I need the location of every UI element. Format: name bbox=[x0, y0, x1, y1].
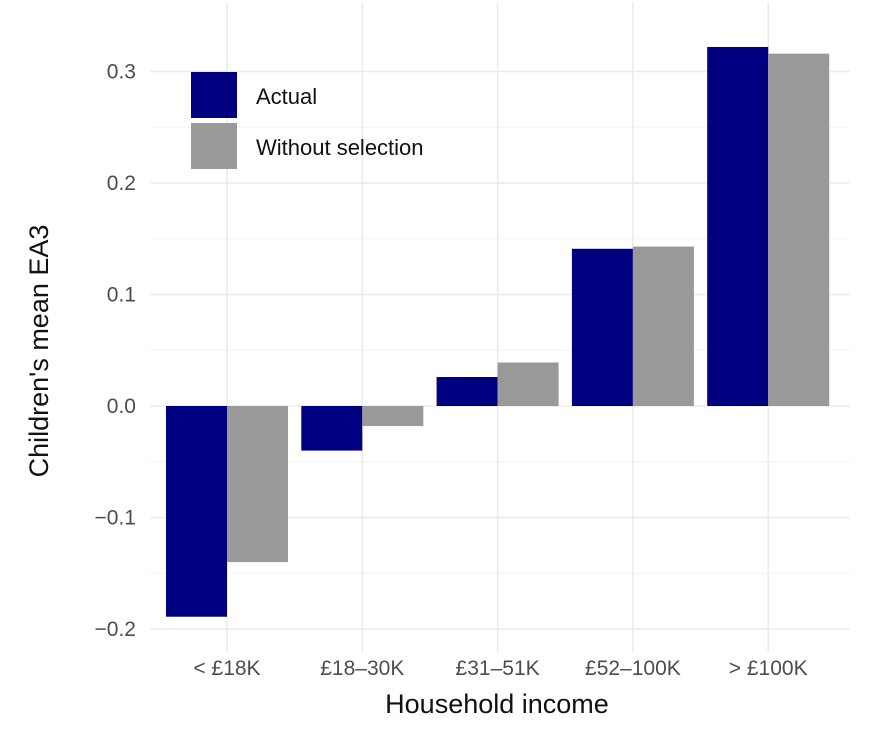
bar-without-selection bbox=[632, 246, 694, 406]
bars bbox=[166, 46, 830, 617]
bar-actual bbox=[707, 46, 769, 406]
x-tick-label: £31–51K bbox=[456, 657, 540, 680]
x-tick-label: £18–30K bbox=[320, 657, 404, 680]
bar-without-selection bbox=[227, 406, 288, 563]
y-axis-ticks: −0.2 −0.1 0.0 0.1 0.2 0.3 bbox=[95, 61, 136, 642]
x-tick-label: £52–100K bbox=[585, 657, 681, 680]
legend-label: Without selection bbox=[256, 135, 424, 160]
bar-without-selection bbox=[497, 362, 559, 406]
y-tick-label: −0.2 bbox=[95, 618, 136, 641]
legend: Actual Without selection bbox=[191, 72, 424, 169]
legend-label: Actual bbox=[256, 84, 317, 109]
y-tick-label: 0.0 bbox=[107, 395, 136, 418]
y-tick-label: 0.2 bbox=[107, 172, 136, 195]
y-tick-label: 0.1 bbox=[107, 284, 136, 307]
bar-actual bbox=[166, 406, 227, 617]
bar-actual bbox=[436, 377, 498, 406]
y-axis-title: Children's mean EA3 bbox=[24, 225, 54, 478]
x-axis-title: Household income bbox=[385, 689, 609, 719]
x-tick-label: > £100K bbox=[729, 657, 808, 680]
y-tick-label: −0.1 bbox=[95, 507, 136, 530]
legend-key-without-selection bbox=[191, 123, 237, 169]
y-tick-label: 0.3 bbox=[107, 61, 136, 84]
bar-actual bbox=[301, 406, 363, 451]
x-axis-ticks: < £18K £18–30K £31–51K £52–100K > £100K bbox=[193, 657, 807, 680]
bar-without-selection bbox=[768, 53, 830, 406]
bar-actual bbox=[571, 248, 633, 406]
bar-without-selection bbox=[362, 406, 424, 427]
legend-key-actual bbox=[191, 72, 237, 118]
x-tick-label: < £18K bbox=[193, 657, 260, 680]
